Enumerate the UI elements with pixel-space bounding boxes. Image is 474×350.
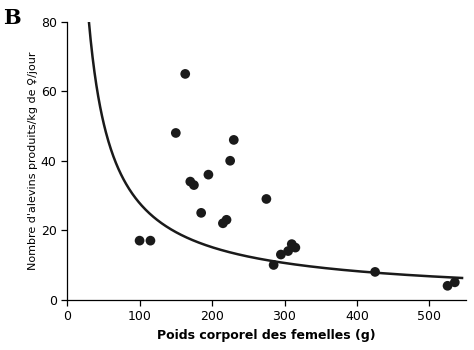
Point [270,262,277,268]
Point [219,220,227,226]
Point [292,245,299,250]
Point [451,280,458,285]
Point [230,137,237,143]
Point [227,158,234,163]
Point [288,241,296,247]
Point [186,179,194,184]
X-axis label: Poids corporel des femelles (g): Poids corporel des femelles (g) [157,329,376,342]
Point [371,269,379,275]
Point [277,252,285,257]
Point [136,238,143,244]
Point [263,196,270,202]
Point [190,182,198,188]
Point [223,217,230,223]
Text: B: B [3,8,21,28]
Point [182,71,189,77]
Point [284,248,292,254]
Point [172,130,180,136]
Y-axis label: Nombre d'alevins produits/kg de ♀/jour: Nombre d'alevins produits/kg de ♀/jour [28,51,38,270]
Point [444,283,451,289]
Point [197,210,205,216]
Point [146,238,154,244]
Point [205,172,212,177]
